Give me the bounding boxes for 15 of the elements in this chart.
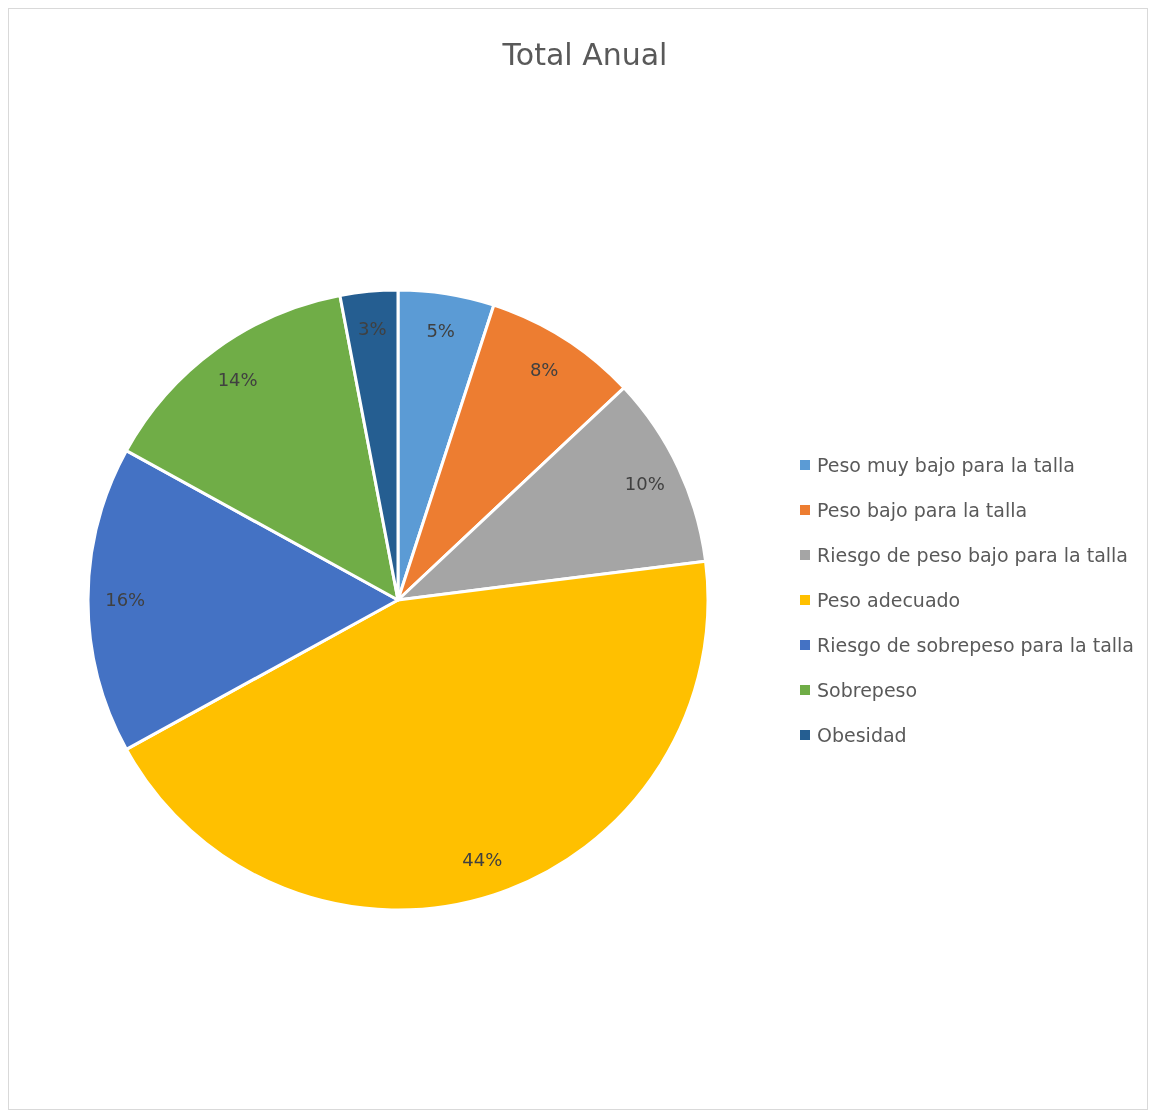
data-label: 16%: [105, 589, 146, 611]
legend-label: Obesidad: [817, 723, 907, 746]
data-label: 10%: [624, 473, 665, 495]
chart-title: Total Anual: [501, 37, 668, 72]
data-label: 5%: [426, 319, 455, 341]
legend-label: Peso bajo para la talla: [817, 498, 1028, 521]
legend-label: Riesgo de sobrepeso para la talla: [817, 633, 1135, 656]
legend-label: Peso adecuado: [817, 588, 961, 611]
legend-label: Riesgo de peso bajo para la talla: [817, 543, 1128, 566]
data-label: 44%: [462, 848, 503, 870]
data-label: 3%: [358, 317, 387, 339]
data-label: 8%: [529, 358, 559, 380]
data-label: 14%: [217, 368, 258, 390]
legend-label: Peso muy bajo para la talla: [817, 453, 1075, 476]
legend-label: Sobrepeso: [817, 678, 918, 701]
